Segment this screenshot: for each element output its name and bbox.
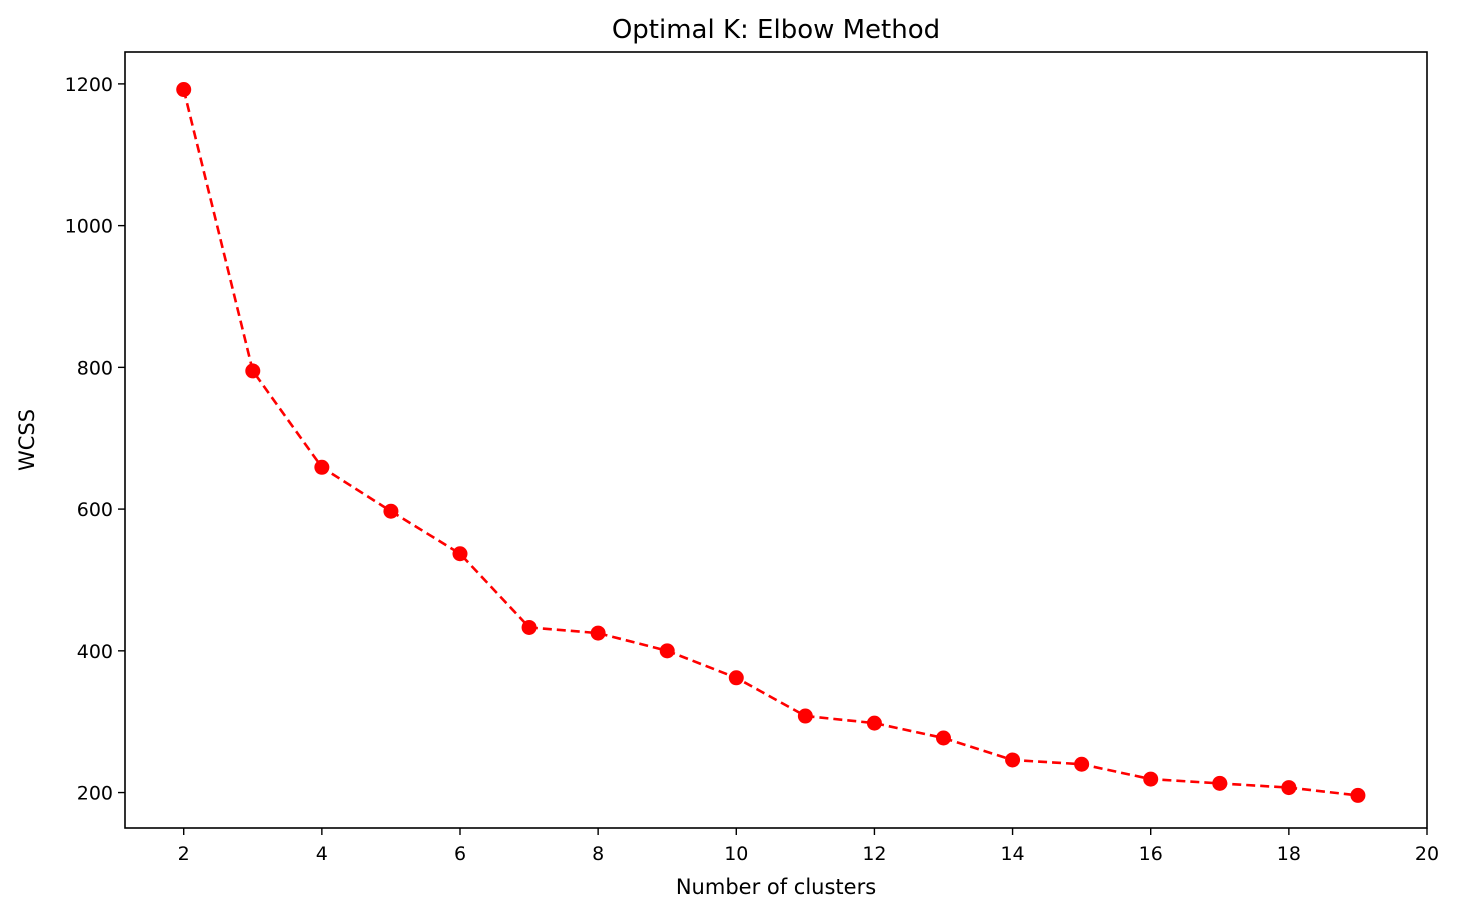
y-tick-label: 1200	[65, 74, 113, 96]
x-axis: 2 4 6 8 10 12 14 16 18 20	[178, 828, 1439, 865]
data-point	[659, 643, 675, 659]
plot-area	[124, 51, 1428, 829]
y-tick-label: 600	[77, 499, 113, 521]
data-point	[1074, 756, 1090, 772]
series-layer	[176, 82, 1366, 803]
y-axis-label: WCSS	[15, 409, 39, 471]
data-point	[521, 619, 537, 635]
data-point	[314, 459, 330, 475]
data-point	[1143, 771, 1159, 787]
x-axis-label: Number of clusters	[676, 875, 876, 899]
x-tick-label: 14	[1000, 843, 1024, 865]
data-point	[866, 715, 882, 731]
data-point	[797, 708, 813, 724]
x-tick-label: 10	[724, 843, 748, 865]
data-point	[728, 670, 744, 686]
x-tick-label: 16	[1139, 843, 1163, 865]
data-point	[1350, 787, 1366, 803]
x-tick-label: 4	[316, 843, 328, 865]
data-point	[1281, 780, 1297, 796]
x-tick-label: 8	[592, 843, 604, 865]
x-tick-label: 18	[1277, 843, 1301, 865]
y-axis: 200 400 600 800 1000 1200	[65, 74, 125, 805]
x-tick-label: 20	[1415, 843, 1439, 865]
data-point	[383, 503, 399, 519]
data-point	[935, 730, 951, 746]
y-tick-label: 400	[77, 641, 113, 663]
data-point	[452, 546, 468, 562]
y-tick-label: 200	[77, 783, 113, 805]
chart-title: Optimal K: Elbow Method	[612, 15, 940, 45]
data-point	[176, 82, 192, 98]
x-tick-label: 2	[178, 843, 190, 865]
x-tick-label: 6	[454, 843, 466, 865]
x-tick-label: 12	[862, 843, 886, 865]
data-point	[245, 363, 261, 379]
data-point	[590, 625, 606, 641]
y-tick-label: 800	[77, 357, 113, 379]
data-point	[1212, 775, 1228, 791]
data-point	[1005, 752, 1021, 768]
y-tick-label: 1000	[65, 216, 113, 238]
series-line	[182, 89, 1359, 797]
